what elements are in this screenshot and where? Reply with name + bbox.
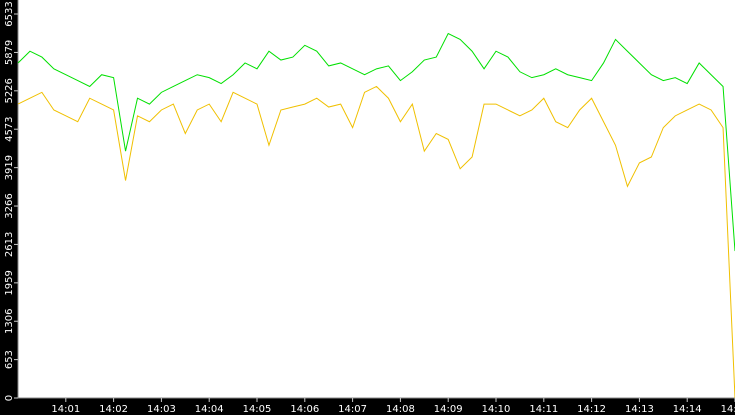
x-tick-label: 14:11: [529, 404, 558, 415]
x-tick-label: 14:14: [673, 404, 702, 415]
y-tick-label: 5879: [4, 40, 15, 65]
x-tick-label: 14:09: [434, 404, 463, 415]
x-tick-label: 14:12: [577, 404, 606, 415]
y-tick-label: 3919: [4, 155, 15, 180]
x-tick-label: 14:04: [195, 404, 224, 415]
x-tick-label: 14:06: [290, 404, 319, 415]
x-tick-label: 14:10: [482, 404, 511, 415]
y-tick-label: 0: [4, 395, 15, 401]
plot-area: [18, 0, 735, 398]
x-tick-label: 14:03: [147, 404, 176, 415]
series-line: [17, 85, 735, 399]
x-tick-label: 14:13: [625, 404, 654, 415]
y-tick-label: 653: [4, 350, 15, 369]
y-tick-label: 3266: [4, 193, 15, 218]
y-tick-label: 5226: [4, 78, 15, 103]
series-line: [17, 32, 735, 252]
y-tick-label: 1306: [4, 309, 15, 334]
x-tick-label: 14:08: [386, 404, 415, 415]
y-tick-label: 6533: [4, 1, 15, 26]
y-tick-label: 2613: [4, 232, 15, 257]
x-tick-label: 14:02: [99, 404, 128, 415]
x-tick-label: 14:05: [243, 404, 272, 415]
x-tick-label: 14:15: [721, 404, 735, 415]
x-tick-label: 14:01: [51, 404, 80, 415]
y-tick-label: 4573: [4, 116, 15, 141]
y-tick-label: 1959: [4, 270, 15, 295]
x-tick-label: 14:07: [338, 404, 367, 415]
